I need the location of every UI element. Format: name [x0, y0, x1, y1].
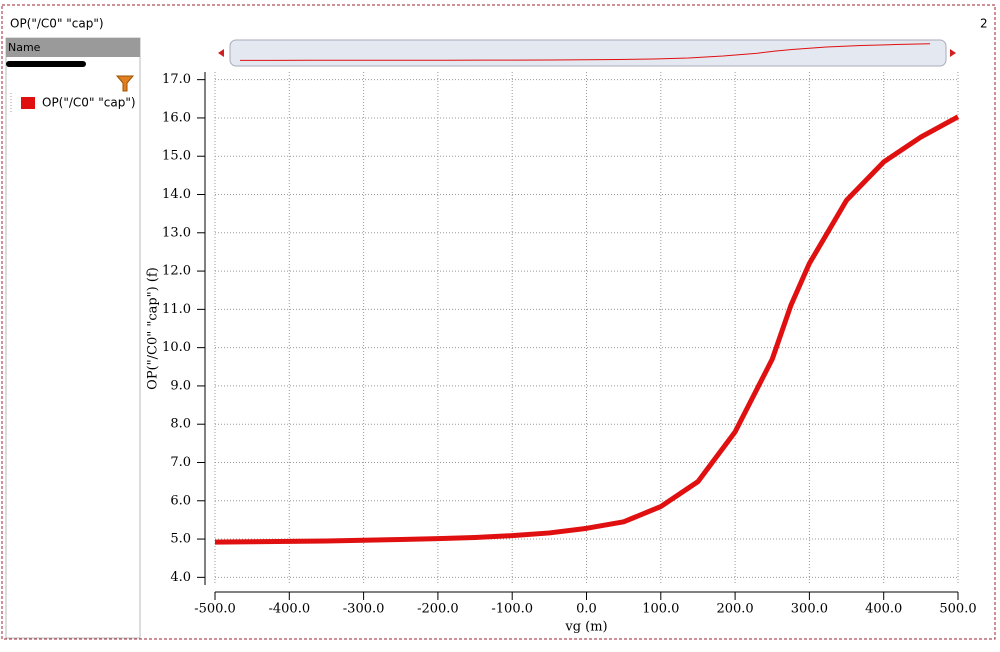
- overview-bar[interactable]: [229, 39, 947, 67]
- y-tick-label: 8.0: [170, 417, 191, 432]
- x-tick-label: 0.0: [576, 602, 597, 617]
- x-tick-label: -300.0: [343, 602, 385, 617]
- y-tick-label: 12.0: [162, 264, 191, 279]
- x-tick-label: 100.0: [642, 602, 679, 617]
- y-tick-label: 7.0: [170, 455, 191, 470]
- y-tick-label: 11.0: [162, 302, 191, 317]
- legend-swatch[interactable]: [21, 97, 35, 109]
- x-tick-label: 500.0: [939, 602, 976, 617]
- y-tick-label: 5.0: [170, 532, 191, 547]
- y-tick-label: 9.0: [170, 378, 191, 393]
- scroll-left[interactable]: [218, 49, 224, 57]
- y-tick-label: 6.0: [170, 493, 191, 508]
- left-panel: [5, 37, 141, 639]
- x-tick-label: -100.0: [491, 602, 533, 617]
- x-tick-label: -400.0: [268, 602, 310, 617]
- x-tick-label: -200.0: [417, 602, 459, 617]
- x-tick-label: 200.0: [716, 602, 753, 617]
- y-tick-label: 17.0: [162, 72, 191, 87]
- x-axis-label: vg (m): [564, 620, 607, 635]
- window-corner: 2: [980, 17, 988, 31]
- panel-header-bg: [6, 38, 140, 57]
- y-tick-label: 14.0: [162, 187, 191, 202]
- legend-entry[interactable]: OP("/C0" "cap"): [42, 96, 136, 110]
- y-tick-label: 4.0: [170, 570, 191, 585]
- overview-line: [239, 43, 931, 61]
- x-tick-label: -500.0: [194, 602, 236, 617]
- x-tick-label: 400.0: [865, 602, 902, 617]
- scroll-right[interactable]: [950, 49, 956, 57]
- y-tick-label: 16.0: [162, 110, 191, 125]
- x-tick-label: 300.0: [791, 602, 828, 617]
- y-tick-label: 13.0: [162, 225, 191, 240]
- filter-icon[interactable]: [115, 75, 135, 92]
- series-line: [214, 114, 960, 545]
- y-tick-label: 10.0: [162, 340, 191, 355]
- window-title: OP("/C0" "cap"): [10, 17, 104, 31]
- y-axis-label: OP("/C0" "cap") (f): [146, 267, 161, 390]
- panel-header[interactable]: Name: [8, 41, 41, 54]
- panel-bar: [6, 61, 86, 67]
- y-tick-label: 15.0: [162, 149, 191, 164]
- window-border: [1, 4, 996, 640]
